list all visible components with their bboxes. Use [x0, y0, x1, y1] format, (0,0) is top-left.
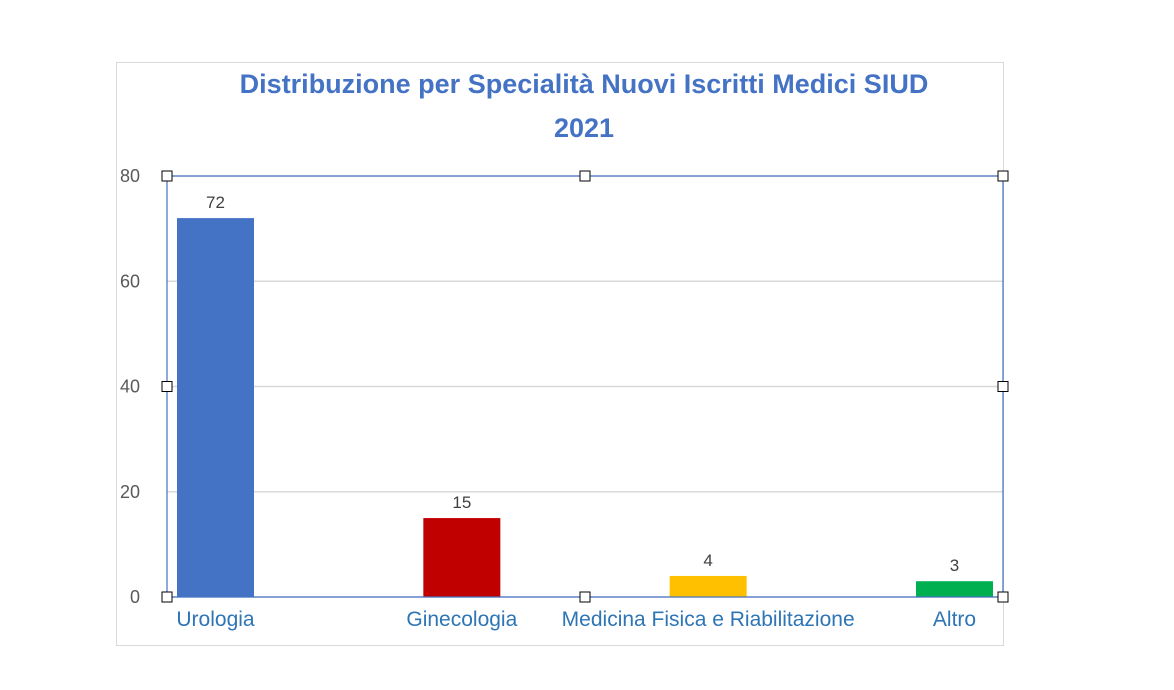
- y-tick-label-0: 0: [130, 587, 140, 607]
- data-label-0: 72: [206, 193, 225, 212]
- category-label-3: Altro: [933, 608, 976, 631]
- resize-handle-middle-right[interactable]: [997, 381, 1009, 392]
- data-label-3: 3: [950, 556, 959, 575]
- data-label-2: 4: [703, 551, 712, 570]
- resize-handle-middle-left[interactable]: [161, 381, 173, 392]
- category-label-1: Ginecologia: [406, 608, 517, 631]
- category-label-0: Urologia: [176, 608, 255, 631]
- data-label-1: 15: [452, 493, 471, 512]
- bar-ginecologia[interactable]: [423, 518, 501, 597]
- bar-urologia[interactable]: [177, 218, 254, 597]
- chart-title-line-2: 2021: [553, 113, 615, 143]
- chart-title[interactable]: Distribuzione per Specialità Nuovi Iscri…: [116, 62, 1052, 150]
- resize-handle-top-left[interactable]: [161, 170, 173, 182]
- resize-handle-bottom-center[interactable]: [579, 591, 591, 603]
- resize-handle-bottom-left[interactable]: [161, 591, 173, 603]
- y-tick-label-2: 40: [120, 377, 140, 397]
- chart-title-line-1: Distribuzione per Specialità Nuovi Iscri…: [239, 69, 929, 99]
- y-tick-label-1: 20: [120, 482, 140, 502]
- y-tick-label-4: 80: [120, 166, 140, 186]
- resize-handle-top-center[interactable]: [579, 170, 591, 182]
- bar-medicina-fisica-e-riabilitazione[interactable]: [669, 575, 747, 597]
- resize-handle-bottom-right[interactable]: [997, 591, 1009, 603]
- bar-altro[interactable]: [916, 581, 993, 597]
- chart-area[interactable]: [116, 62, 1004, 646]
- category-label-2: Medicina Fisica e Riabilitazione: [562, 608, 855, 631]
- resize-handle-top-right[interactable]: [997, 170, 1009, 182]
- y-tick-label-3: 60: [120, 271, 140, 291]
